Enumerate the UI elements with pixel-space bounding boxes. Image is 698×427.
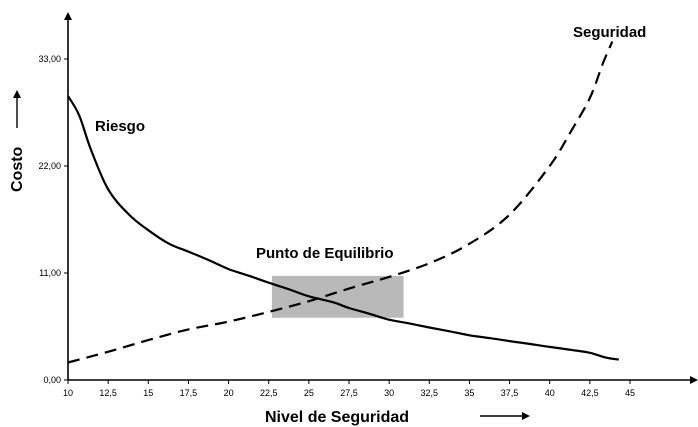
y-axis-title: Costo (9, 146, 26, 192)
y-tick-label: 11,00 (39, 268, 61, 278)
x-axis-title-arrow (480, 412, 530, 420)
x-tick-label: 30 (384, 388, 394, 398)
series-line-riesgo (67, 95, 619, 361)
x-tick-label: 25 (304, 388, 314, 398)
y-ticks: 0,00 11,00 22,00 33,00 (38, 54, 68, 385)
x-ticks: 10 12,5 15 17,5 20 22,5 25 27,5 30 32,5 35 37,5 40 42… (63, 380, 635, 398)
x-axis-arrow (690, 376, 698, 384)
x-tick-label: 45 (625, 388, 635, 398)
y-tick-label: 33,00 (38, 54, 61, 64)
series-line-seguridad (67, 41, 614, 364)
x-tick-label: 40 (545, 388, 555, 398)
x-tick-label: 32,5 (421, 388, 439, 398)
x-tick-label: 15 (143, 388, 153, 398)
x-axis-title: Nivel de Seguridad (265, 409, 409, 426)
series-label-seguridad: Seguridad (573, 24, 646, 41)
x-tick-label: 17,5 (180, 388, 198, 398)
x-tick-label: 27,5 (340, 388, 358, 398)
x-tick-label: 10 (63, 388, 73, 398)
x-tick-label: 37,5 (501, 388, 519, 398)
x-tick-label: 42,5 (581, 388, 599, 398)
annotation-punto-equilibrio: Punto de Equilibrio (256, 245, 394, 262)
y-axis-title-arrow (13, 90, 21, 128)
y-axis-arrow (64, 12, 72, 20)
x-tick-label: 22,5 (260, 388, 278, 398)
y-tick-label: 22,00 (38, 161, 61, 171)
y-tick-label: 0,00 (43, 375, 61, 385)
x-tick-label: 12,5 (99, 388, 117, 398)
x-tick-label: 35 (464, 388, 474, 398)
equilibrium-region (271, 275, 404, 318)
x-tick-label: 20 (224, 388, 234, 398)
series-label-riesgo: Riesgo (95, 118, 145, 135)
